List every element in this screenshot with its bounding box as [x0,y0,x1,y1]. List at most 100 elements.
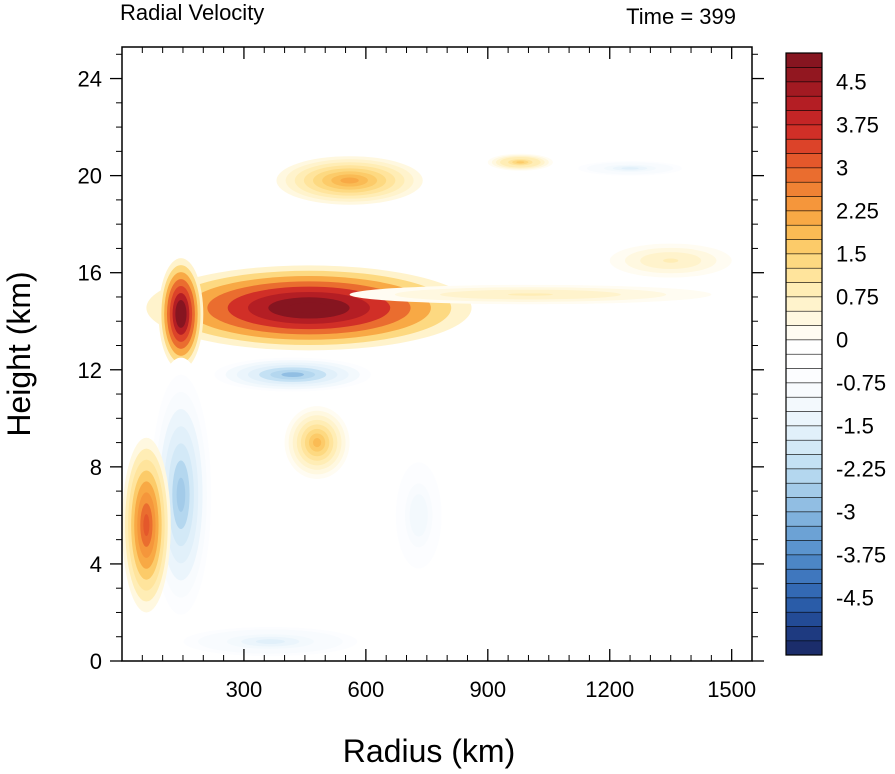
field-contour [507,293,554,296]
colorbar-swatch [785,368,823,384]
y-tick-label: 0 [90,649,102,674]
field-contour [281,372,304,378]
colorbar-swatch [785,310,823,326]
colorbar-swatch [785,497,823,513]
colorbar-swatch [785,511,823,527]
colorbar-swatch [785,611,823,627]
x-tick-label: 600 [348,677,385,702]
colorbar-swatch [785,482,823,498]
chart-title: Radial Velocity [120,0,264,25]
colorbar-tick-label: 3.75 [836,113,879,138]
velocity-field [122,153,732,661]
colorbar-tick-label: 1.5 [836,242,867,267]
x-axis: 300 600 900 1200 1500 [141,47,756,702]
field-feature [560,158,700,179]
colorbar-swatch [785,81,823,97]
colorbar-swatch [785,396,823,412]
field-feature [203,355,383,395]
x-tick-label: 300 [226,677,263,702]
colorbar-swatch [785,425,823,441]
colorbar-tick-label: 2.25 [836,199,879,224]
colorbar-swatch [785,597,823,613]
field-contour [143,514,150,537]
colorbar-swatch [785,626,823,642]
x-tick-label: 1200 [585,677,634,702]
colorbar-swatch [785,325,823,341]
y-tick-label: 12 [78,358,102,383]
y-tick-label: 24 [78,67,102,92]
field-feature [284,406,350,479]
x-tick-label: 1500 [707,677,756,702]
colorbar-swatch [785,583,823,599]
colorbar-swatch [785,138,823,154]
y-tick-label: 16 [78,261,102,286]
field-contour [178,306,184,321]
colorbar-swatch [785,181,823,197]
field-contour [313,438,322,448]
field-feature [349,284,712,305]
field-feature [487,153,553,171]
colorbar-tick-label: -1.5 [836,414,874,439]
colorbar-swatch [785,382,823,398]
colorbar-swatch [785,525,823,541]
field-feature [276,156,423,205]
colorbar-tick-label: 4.5 [836,70,867,95]
colorbar-tick-label: 0 [836,328,848,353]
colorbar-tick-label: -3.75 [836,543,886,568]
colorbar-swatch [785,196,823,212]
colorbar-swatch [785,411,823,427]
colorbar-swatch [785,52,823,68]
field-contour [516,161,525,164]
field-feature [382,430,456,601]
colorbar-swatch [785,540,823,556]
colorbar-tick-label: -2.25 [836,457,886,482]
field-contour [663,258,679,263]
colorbar-swatch [785,267,823,283]
colorbar-swatch [785,124,823,140]
colorbar-swatch [785,282,823,298]
x-axis-label: Radius (km) [343,733,515,769]
colorbar-swatch [785,239,823,255]
y-tick-label: 8 [90,455,102,480]
colorbar-swatch [785,224,823,240]
field-feature [122,437,171,613]
colorbar-swatch [785,253,823,269]
colorbar: 4.5 3.75 3 2.25 1.5 0.75 0 -0.75 -1.5 -2.25 -3 -3.7… [785,52,886,656]
field-contour [340,177,359,184]
colorbar-tick-label: -3 [836,500,856,525]
field-contour [288,302,330,314]
colorbar-swatch [785,153,823,169]
y-axis: 0 4 8 12 16 20 24 [78,53,764,674]
colorbar-swatch [785,167,823,183]
field-feature [609,243,732,278]
colorbar-swatch [785,640,823,656]
colorbar-frame [785,52,823,656]
colorbar-swatch [785,95,823,111]
colorbar-swatch [785,339,823,355]
y-tick-label: 4 [90,552,102,577]
colorbar-swatch [785,554,823,570]
colorbar-tick-label: 3 [836,156,848,181]
colorbar-tick-label: 0.75 [836,285,879,310]
colorbar-swatch [785,210,823,226]
colorbar-swatch [785,454,823,470]
colorbar-swatch [785,568,823,584]
x-tick-label: 900 [469,677,506,702]
colorbar-swatch [785,439,823,455]
field-contour [176,477,186,512]
field-contour [621,167,639,170]
chart-subtitle: Time = 399 [626,4,736,29]
field-feature [154,622,387,661]
y-tick-label: 20 [78,164,102,189]
colorbar-swatch [785,468,823,484]
field-contour [255,639,285,645]
field-contour [414,504,424,527]
field-feature [158,258,204,370]
y-axis-label: Height (km) [1,271,37,436]
colorbar-tick-label: -4.5 [836,586,874,611]
colorbar-tick-label: -0.75 [836,371,886,396]
colorbar-swatch [785,353,823,369]
colorbar-swatch [785,296,823,312]
plot-frame [121,46,753,662]
